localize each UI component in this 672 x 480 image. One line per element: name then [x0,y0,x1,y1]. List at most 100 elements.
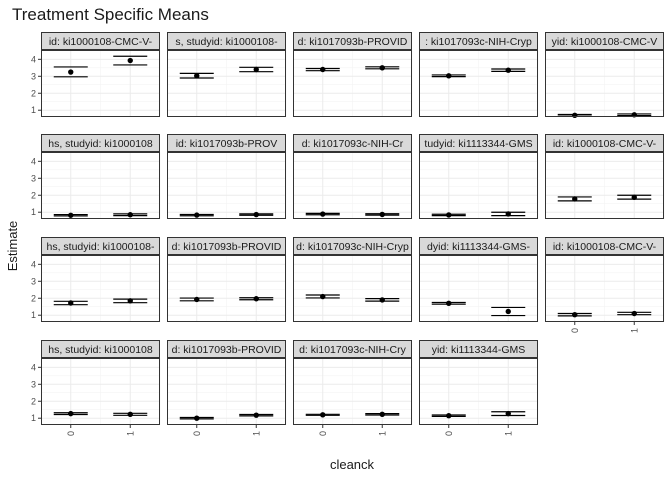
panel-border [545,255,664,322]
y-tick-label: 3 [31,173,36,183]
facet-strip-label: d: ki1017093b-PROVID [298,36,408,48]
panel-border [167,152,286,219]
facet-strip-label: hs, studyid: ki1000108 [48,344,153,356]
facet-panel: d: ki1017093c-NIH-Cryp [293,237,413,322]
panel-border [41,255,160,322]
panel-border [41,50,160,117]
facet-panel: d: ki1017093b-PROVID [293,32,413,117]
y-tick-label: 4 [31,54,36,64]
panel-border [545,152,664,219]
facet-panel: id: ki1000108-CMC-V- 1 2 3 4 [31,32,161,117]
mean-point [68,212,74,218]
y-tick-label: 3 [31,276,36,286]
facet-strip [41,134,160,152]
y-tick-label: 4 [31,156,36,166]
panel-border [545,50,664,117]
facet-strip-label: d: ki1017093c-NIH-Cryp [296,241,409,253]
facet-strip [167,32,286,50]
mean-point [505,410,511,417]
facet-strip [419,237,538,255]
panel-border [167,50,286,117]
panel-border [293,358,412,425]
facet-panel: : ki1017093c-NIH-Cryp [419,32,539,117]
mean-point [68,410,74,417]
mean-point [446,300,452,307]
mean-point [446,212,452,218]
panel-border [419,255,538,322]
panel-border [293,152,412,219]
panel-border [419,358,538,425]
panel-border [167,255,286,322]
facet-panel: dyid: ki1113344-GMS- [419,237,539,322]
chart-title: Treatment Specific Means [12,5,209,24]
mean-point [379,211,385,218]
x-tick-label: 0 [318,431,328,436]
mean-point [446,73,452,79]
facet-strip [293,32,412,50]
mean-point [127,411,133,418]
facet-strip [167,134,286,152]
facet-strip [41,32,160,50]
mean-point [379,297,385,303]
facet-panel: d: ki1017093c-NIH-Cry 0 1 [293,340,413,436]
mean-point [194,73,200,79]
facet-panels: id: ki1000108-CMC-V- 1 2 3 4 s, studyid: ki10… [31,32,665,436]
facet-strip [167,237,286,255]
facet-strip [419,134,538,152]
panel-border [293,50,412,117]
y-tick-label: 1 [31,207,36,217]
facet-panel: yid: ki1000108-CMC-V [545,32,665,119]
facet-panel: d: ki1017093c-NIH-Cr [293,134,413,219]
facet-panel: id: ki1017093b-PROV [167,134,287,219]
mean-point [253,412,259,418]
facet-strip [419,32,538,50]
y-tick-label: 1 [31,310,36,320]
facet-strip-label: hs, studyid: ki1000108- [47,241,155,253]
facet-strip [293,134,412,152]
mean-point [379,65,385,71]
y-tick-label: 4 [31,259,36,269]
facet-panel: hs, studyid: ki1000108- 1 2 3 4 [31,237,161,322]
facet-strip [41,237,160,255]
mean-point [505,308,511,315]
mean-point [253,296,259,302]
mean-point [253,66,259,73]
x-tick-label: 1 [629,328,639,333]
mean-point [194,296,200,303]
mean-point [320,211,326,217]
facet-panel: d: ki1017093b-PROVID 0 1 [167,340,287,436]
facet-strip-label: tudyid: ki1113344-GMS [424,138,532,150]
facet-strip [545,237,664,255]
panel-border [293,255,412,322]
facet-panel: id: ki1000108-CMC-V- [545,134,665,219]
facet-strip [545,32,664,50]
facet-strip [41,340,160,358]
mean-point [505,67,511,73]
y-tick-label: 3 [31,379,36,389]
y-tick-label: 2 [31,396,36,406]
facet-strip-label: id: ki1017093b-PROV [176,138,278,150]
x-tick-label: 0 [444,431,454,436]
x-tick-label: 1 [377,431,387,436]
mean-point [68,300,74,306]
facet-strip [293,340,412,358]
y-tick-label: 2 [31,88,36,98]
facet-strip [293,237,412,255]
panel-border [41,152,160,219]
mean-point [194,415,200,421]
facet-panel: id: ki1000108-CMC-V- 0 1 [545,237,665,333]
facet-strip-label: d: ki1017093c-NIH-Cry [299,344,407,356]
facet-panel: d: ki1017093b-PROVID [167,237,287,322]
y-tick-label: 3 [31,71,36,81]
facet-strip-label: id: ki1000108-CMC-V- [49,36,153,48]
mean-point [194,212,200,218]
facet-panel: tudyid: ki1113344-GMS [419,134,539,219]
facet-strip-label: yid: ki1113344-GMS [432,344,526,356]
facet-strip-label: : ki1017093c-NIH-Cryp [425,36,532,48]
mean-point [631,310,637,317]
panel-border [419,152,538,219]
x-tick-label: 1 [125,431,135,436]
facet-panel: hs, studyid: ki1000108 1 2 3 4 0 1 [31,340,161,436]
mean-point [631,194,637,200]
